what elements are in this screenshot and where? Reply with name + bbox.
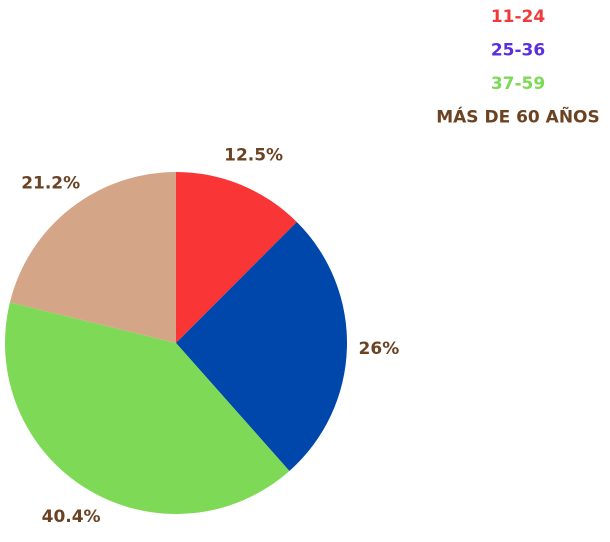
pie-slice: [176, 221, 348, 471]
data-label: 21.2%: [21, 173, 80, 193]
legend-entry: MÁS DE 60 AÑOS: [436, 105, 600, 128]
data-label: 40.4%: [42, 507, 101, 527]
legend-entry: 37-59: [491, 74, 545, 94]
pie-slice: [4, 302, 290, 515]
pie-slice: [176, 172, 297, 343]
data-label: 26%: [359, 339, 400, 359]
legend-entry: 25-36: [491, 41, 545, 61]
pie-slice: [9, 172, 176, 343]
data-label: 12.5%: [224, 145, 283, 165]
legend-entry: 11-24: [491, 7, 546, 27]
